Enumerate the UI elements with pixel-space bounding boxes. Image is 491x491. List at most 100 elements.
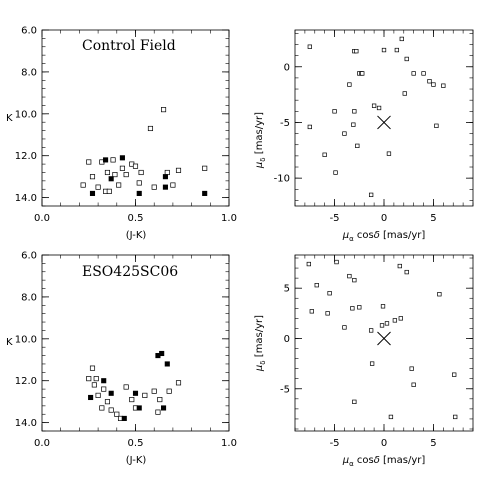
open-square-point: [123, 384, 129, 390]
open-square-point: [342, 325, 347, 330]
open-square-point: [404, 56, 409, 62]
open-square-point: [452, 372, 457, 377]
data-points: [306, 259, 458, 420]
filled-square-point: [162, 184, 168, 190]
open-square-point: [132, 163, 139, 169]
open-square-point: [138, 169, 144, 176]
open-square-point: [306, 261, 311, 267]
open-square-point: [350, 306, 355, 311]
open-square-point: [95, 392, 101, 398]
open-square-point: [136, 180, 142, 186]
open-square-point: [114, 411, 120, 417]
filled-square-point: [159, 350, 165, 357]
open-square-point: [104, 169, 111, 176]
open-square-point: [80, 182, 86, 188]
open-square-point: [342, 131, 347, 136]
open-square-point: [106, 188, 112, 194]
y-tick-label: 0: [284, 334, 290, 345]
open-square-point: [101, 386, 107, 392]
open-square-point: [441, 83, 446, 88]
open-square-point: [93, 376, 99, 382]
open-square-point: [398, 316, 403, 321]
open-square-point: [112, 172, 118, 178]
open-square-point: [354, 49, 359, 54]
filled-square-point: [202, 190, 208, 196]
x-tick-label: 1.0: [221, 438, 237, 449]
panel-pm-eso425sc06: μδ [mas/yr] μα cosδ [mas/yr] -5 0 5 5 0 -5: [254, 254, 474, 468]
open-square-point: [108, 407, 114, 413]
open-square-point: [166, 388, 172, 394]
x-axis-label: (J-K): [126, 455, 147, 466]
panel-cmd-eso425sc06: ESO425SC06 K (J-K) 0.0 0.5 1.0 6.0 8.0 10.0 12…: [6, 251, 237, 467]
open-square-point: [351, 122, 356, 127]
filled-square-point: [108, 390, 114, 396]
open-square-point: [119, 165, 125, 171]
y-tick-label: 12.0: [15, 151, 37, 162]
y-tick-label: 10.0: [15, 334, 37, 345]
open-square-point: [202, 165, 208, 171]
open-square-point: [369, 361, 375, 366]
open-square-point: [123, 172, 129, 178]
open-square-point: [437, 292, 442, 297]
y-tick-label: -5: [280, 118, 290, 129]
y-tick-label: 5: [284, 284, 290, 295]
open-square-point: [421, 71, 426, 76]
open-square-point: [411, 382, 416, 387]
open-square-point: [368, 328, 374, 333]
panel-pm-control-field: μδ [mas/yr] -5 0 5 0 -5 -10: [254, 29, 474, 224]
open-square-point: [381, 47, 387, 53]
open-square-point: [86, 159, 92, 165]
open-square-point: [352, 399, 357, 404]
filled-square-point: [101, 378, 107, 384]
panel-title: ESO425SC06: [82, 264, 178, 280]
open-square-point: [427, 79, 432, 84]
open-square-point: [388, 414, 394, 420]
open-square-point: [99, 405, 105, 411]
open-square-point: [394, 47, 400, 53]
filled-square-point: [162, 174, 168, 180]
y-tick-label: 12.0: [15, 376, 37, 387]
filled-square-point: [132, 390, 139, 396]
filled-square-point: [89, 190, 96, 196]
axis-ticks: 0.0 0.5 1.0 6.0 8.0 10.0 12.0 14.0: [15, 251, 237, 450]
y-tick-label: 6.0: [21, 251, 37, 262]
open-square-point: [397, 263, 402, 269]
open-square-point: [352, 277, 357, 283]
y-tick-label: 0: [284, 62, 290, 73]
open-square-point: [352, 109, 357, 114]
open-square-point: [307, 44, 312, 49]
y-tick-label: 6.0: [21, 26, 37, 37]
x-tick-label: 0.0: [34, 438, 50, 449]
filled-square-point: [119, 155, 125, 161]
svg-text:μδ [mas/yr]: μδ [mas/yr]: [254, 315, 267, 372]
filled-square-point: [136, 190, 142, 196]
x-tick-label: 0: [381, 438, 387, 449]
open-square-point: [129, 397, 135, 403]
open-square-point: [155, 409, 161, 415]
filled-square-point: [108, 176, 114, 182]
open-square-point: [357, 305, 362, 310]
open-square-point: [409, 366, 414, 371]
panel-title: Control Field: [82, 38, 176, 54]
open-square-point: [147, 125, 154, 132]
open-square-point: [404, 269, 409, 275]
open-square-point: [347, 273, 352, 279]
open-square-point: [314, 283, 319, 288]
cluster-center-marker: [377, 331, 391, 346]
plot-frame: [294, 29, 474, 207]
open-square-point: [142, 392, 148, 398]
filled-square-point: [161, 405, 167, 411]
open-square-point: [175, 380, 182, 386]
open-square-point: [434, 123, 439, 128]
y-tick-label: 8.0: [21, 67, 37, 78]
x-tick-label: -5: [330, 213, 340, 224]
open-square-point: [95, 184, 101, 190]
x-axis-label-top-left: (J-K): [126, 230, 147, 241]
open-square-point: [384, 321, 390, 326]
filled-square-point: [88, 394, 94, 401]
open-square-point: [151, 184, 157, 190]
open-square-point: [322, 152, 327, 157]
filled-square-point: [136, 405, 142, 411]
open-square-point: [164, 169, 170, 176]
y-axis-label: K: [6, 113, 13, 124]
